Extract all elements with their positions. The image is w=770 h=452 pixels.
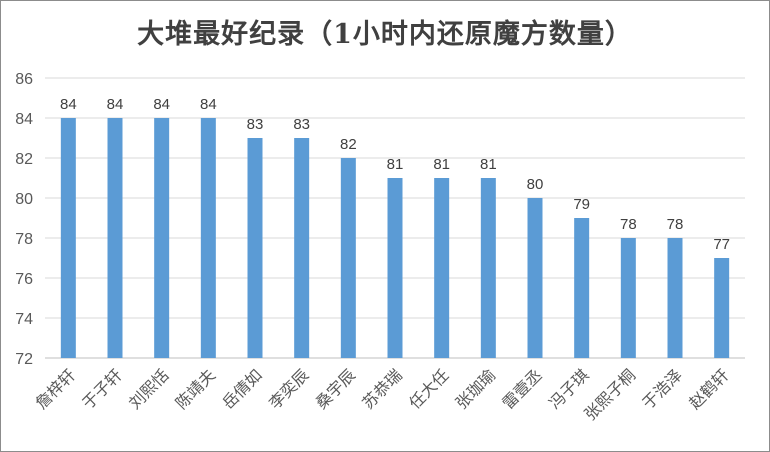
bar (574, 218, 590, 358)
data-label: 84 (153, 96, 170, 113)
chart-title: 大堆最好纪录（1小时内还原魔方数量） (137, 19, 633, 50)
x-tick-label: 岳倩如 (218, 365, 265, 412)
y-tick-label: 80 (15, 191, 33, 208)
x-tick-label: 雷壹丞 (498, 365, 545, 412)
bar (527, 198, 543, 358)
data-labels: 84 84 84 84 83 83 82 81 81 81 80 79 78 78 77 (60, 96, 730, 253)
y-tick-label: 76 (15, 271, 33, 288)
x-tick-label: 于浩泽 (638, 365, 685, 412)
bar (294, 138, 310, 358)
bar (247, 138, 263, 358)
bar (714, 258, 730, 358)
data-label: 84 (107, 96, 124, 113)
data-label: 78 (620, 216, 637, 233)
x-tick-label: 任大任 (405, 365, 452, 412)
y-tick-label: 78 (15, 231, 33, 248)
x-tick-label: 詹梓轩 (32, 365, 79, 412)
bar (154, 118, 170, 358)
x-tick-label: 李奕辰 (265, 365, 312, 412)
bar (200, 118, 216, 358)
bar (340, 158, 356, 358)
y-tick-label: 84 (15, 111, 33, 128)
y-tick-label: 82 (15, 151, 33, 168)
data-label: 78 (667, 216, 684, 233)
data-label: 81 (387, 156, 404, 173)
bar (620, 238, 636, 358)
data-label: 82 (340, 136, 357, 153)
data-label: 80 (527, 176, 544, 193)
y-tick-label: 72 (15, 351, 33, 368)
y-axis-ticks: 72 74 76 78 80 82 84 86 (15, 71, 33, 368)
data-label: 81 (433, 156, 450, 173)
x-tick-label: 赵鹤轩 (685, 365, 732, 412)
x-tick-label: 桑宇辰 (312, 365, 359, 412)
x-tick-label: 张熙子桐 (580, 365, 639, 424)
data-label: 84 (60, 96, 77, 113)
x-tick-label: 陈靖夫 (172, 365, 219, 412)
y-tick-label: 86 (15, 71, 33, 88)
x-tick-label: 张珈瑜 (452, 365, 499, 412)
bar (480, 178, 496, 358)
x-tick-label: 刘熙恬 (125, 365, 172, 412)
bar (387, 178, 403, 358)
y-tick-label: 74 (15, 311, 33, 328)
bars (60, 118, 730, 358)
bar (667, 238, 683, 358)
bar (107, 118, 123, 358)
data-label: 77 (713, 236, 730, 253)
x-tick-label: 苏恭瑞 (358, 365, 405, 412)
bar (60, 118, 76, 358)
data-label: 83 (247, 116, 264, 133)
data-label: 79 (573, 196, 590, 213)
x-tick-label: 于子轩 (78, 365, 125, 412)
data-label: 84 (200, 96, 217, 113)
data-label: 81 (480, 156, 497, 173)
bar (434, 178, 450, 358)
data-label: 83 (293, 116, 310, 133)
x-axis-ticks: 詹梓轩 于子轩 刘熙恬 陈靖夫 岳倩如 李奕辰 桑宇辰 苏恭瑞 任大任 张珈瑜 雷壹丞 冯子琪张熙子桐… (32, 365, 733, 424)
